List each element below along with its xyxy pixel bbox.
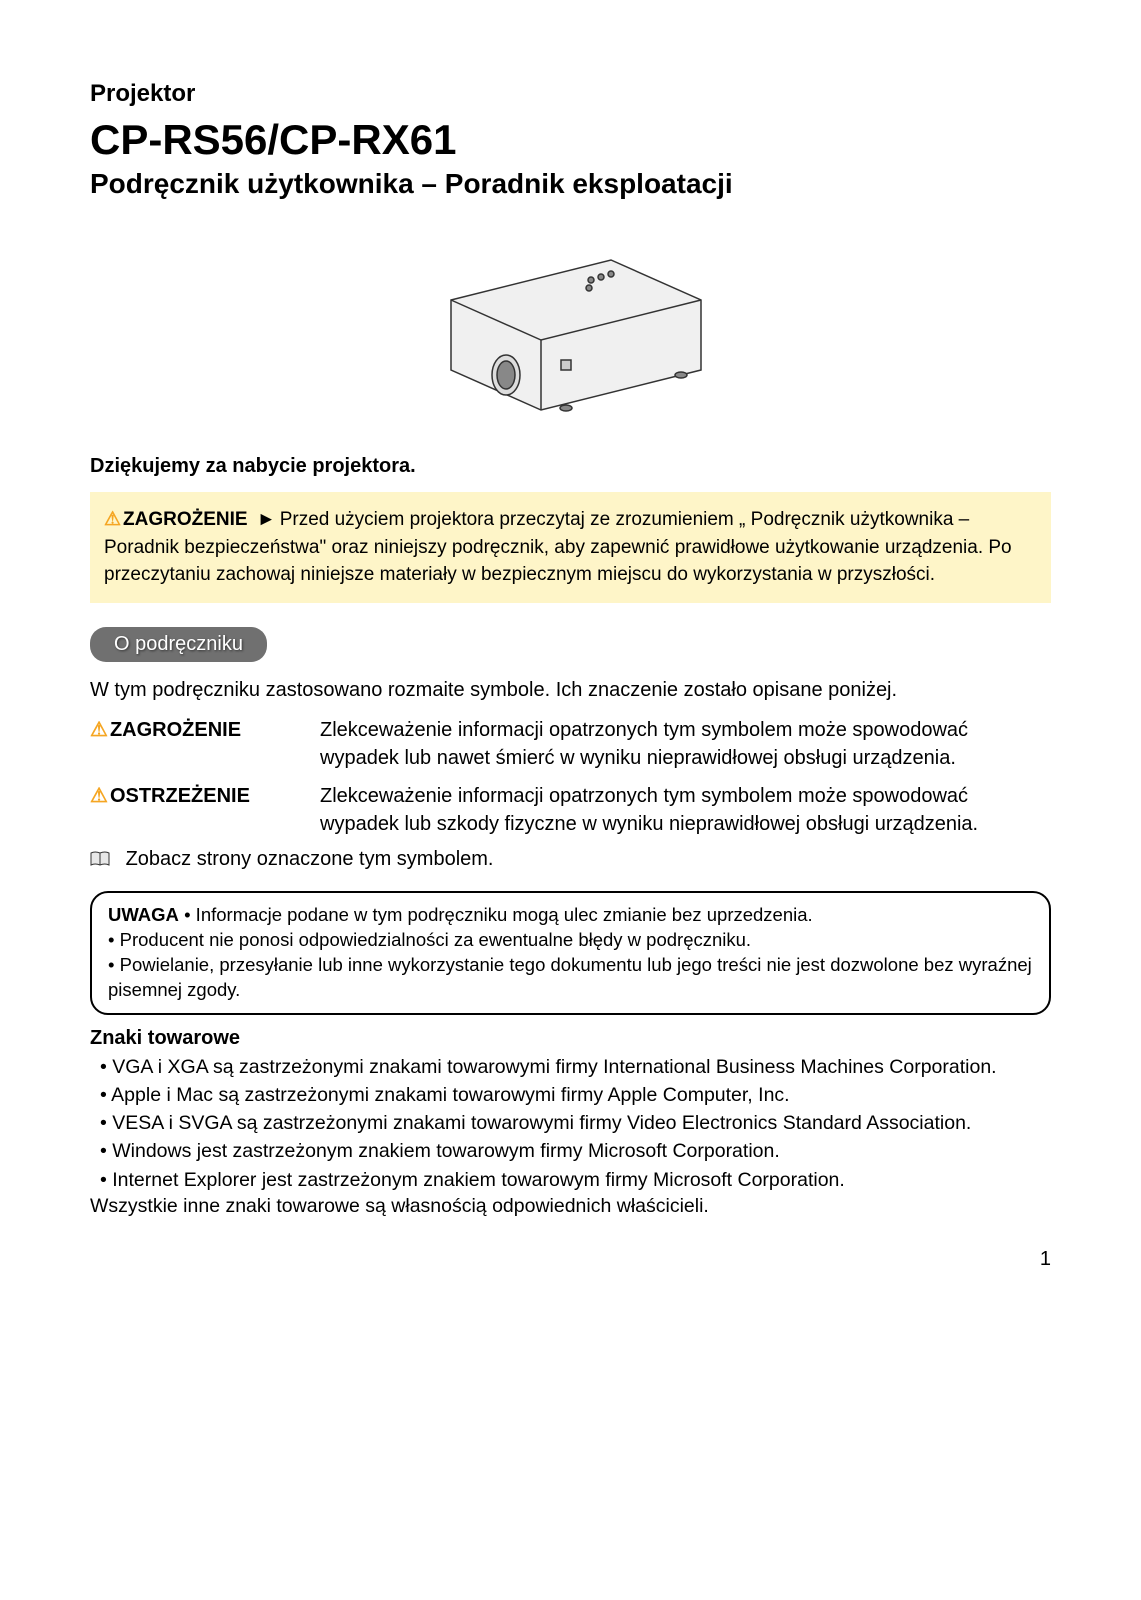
tm-item: VESA i SVGA są zastrzeżonymi znakami tow… <box>116 1110 1051 1136</box>
trademarks-list: VGA i XGA są zastrzeżonymi znakami towar… <box>90 1054 1051 1194</box>
book-icon <box>90 850 110 873</box>
warning-label: ZAGROŻENIE <box>123 509 248 530</box>
model-title: CP-RS56/CP-RX61 <box>90 116 1051 164</box>
note-line1: • Informacje podane w tym podręczniku mo… <box>184 904 813 925</box>
tm-item: VGA i XGA są zastrzeżonymi znakami towar… <box>116 1054 1051 1080</box>
symbol-row-caution: ⚠OSTRZEŻENIE Zlekceważenie informacji op… <box>90 782 1051 838</box>
page-number: 1 <box>90 1248 1051 1271</box>
trademarks-footer: Wszystkie inne znaki towarowe są własnoś… <box>90 1195 1051 1218</box>
danger-label: ZAGROŻENIE <box>110 719 241 741</box>
thanks-text: Dziękujemy za nabycie projektora. <box>90 455 1051 478</box>
symbol-row-danger: ⚠ZAGROŻENIE Zlekceważenie informacji opa… <box>90 716 1051 772</box>
caution-triangle-icon: ⚠ <box>90 785 108 807</box>
note-line3: • Powielanie, przesyłanie lub inne wykor… <box>108 954 1032 1000</box>
category-label: Projektor <box>90 80 1051 108</box>
danger-desc: Zlekceważenie informacji opatrzonych tym… <box>320 716 1051 772</box>
tm-item: Apple i Mac są zastrzeżonymi znakami tow… <box>116 1082 1051 1108</box>
subtitle: Podręcznik użytkownika – Poradnik eksplo… <box>90 168 1051 200</box>
tm-item: Windows jest zastrzeżonym znakiem towaro… <box>116 1138 1051 1164</box>
note-box: UWAGA • Informacje podane w tym podręczn… <box>90 891 1051 1015</box>
projector-illustration <box>90 220 1051 425</box>
danger-triangle-icon: ⚠ <box>90 719 108 741</box>
intro-text: W tym podręczniku zastosowano rozmaite s… <box>90 676 1051 704</box>
note-line2: • Producent nie ponosi odpowiedzialności… <box>108 929 751 950</box>
refer-row: Zobacz strony oznaczone tym symbolem. <box>90 848 1051 873</box>
caution-desc: Zlekceważenie informacji opatrzonych tym… <box>320 782 1051 838</box>
trademarks-heading: Znaki towarowe <box>90 1027 1051 1050</box>
section-tab-about: O podręczniku <box>90 627 267 662</box>
arrow-icon: ► <box>257 509 276 530</box>
main-warning-box: ⚠ZAGROŻENIE ►Przed użyciem projektora pr… <box>90 492 1051 603</box>
note-label: UWAGA <box>108 904 179 925</box>
caution-label: OSTRZEŻENIE <box>110 785 250 807</box>
warning-triangle-icon: ⚠ <box>104 509 121 530</box>
refer-text: Zobacz strony oznaczone tym symbolem. <box>126 848 494 870</box>
tm-item: Internet Explorer jest zastrzeżonym znak… <box>116 1167 1051 1193</box>
